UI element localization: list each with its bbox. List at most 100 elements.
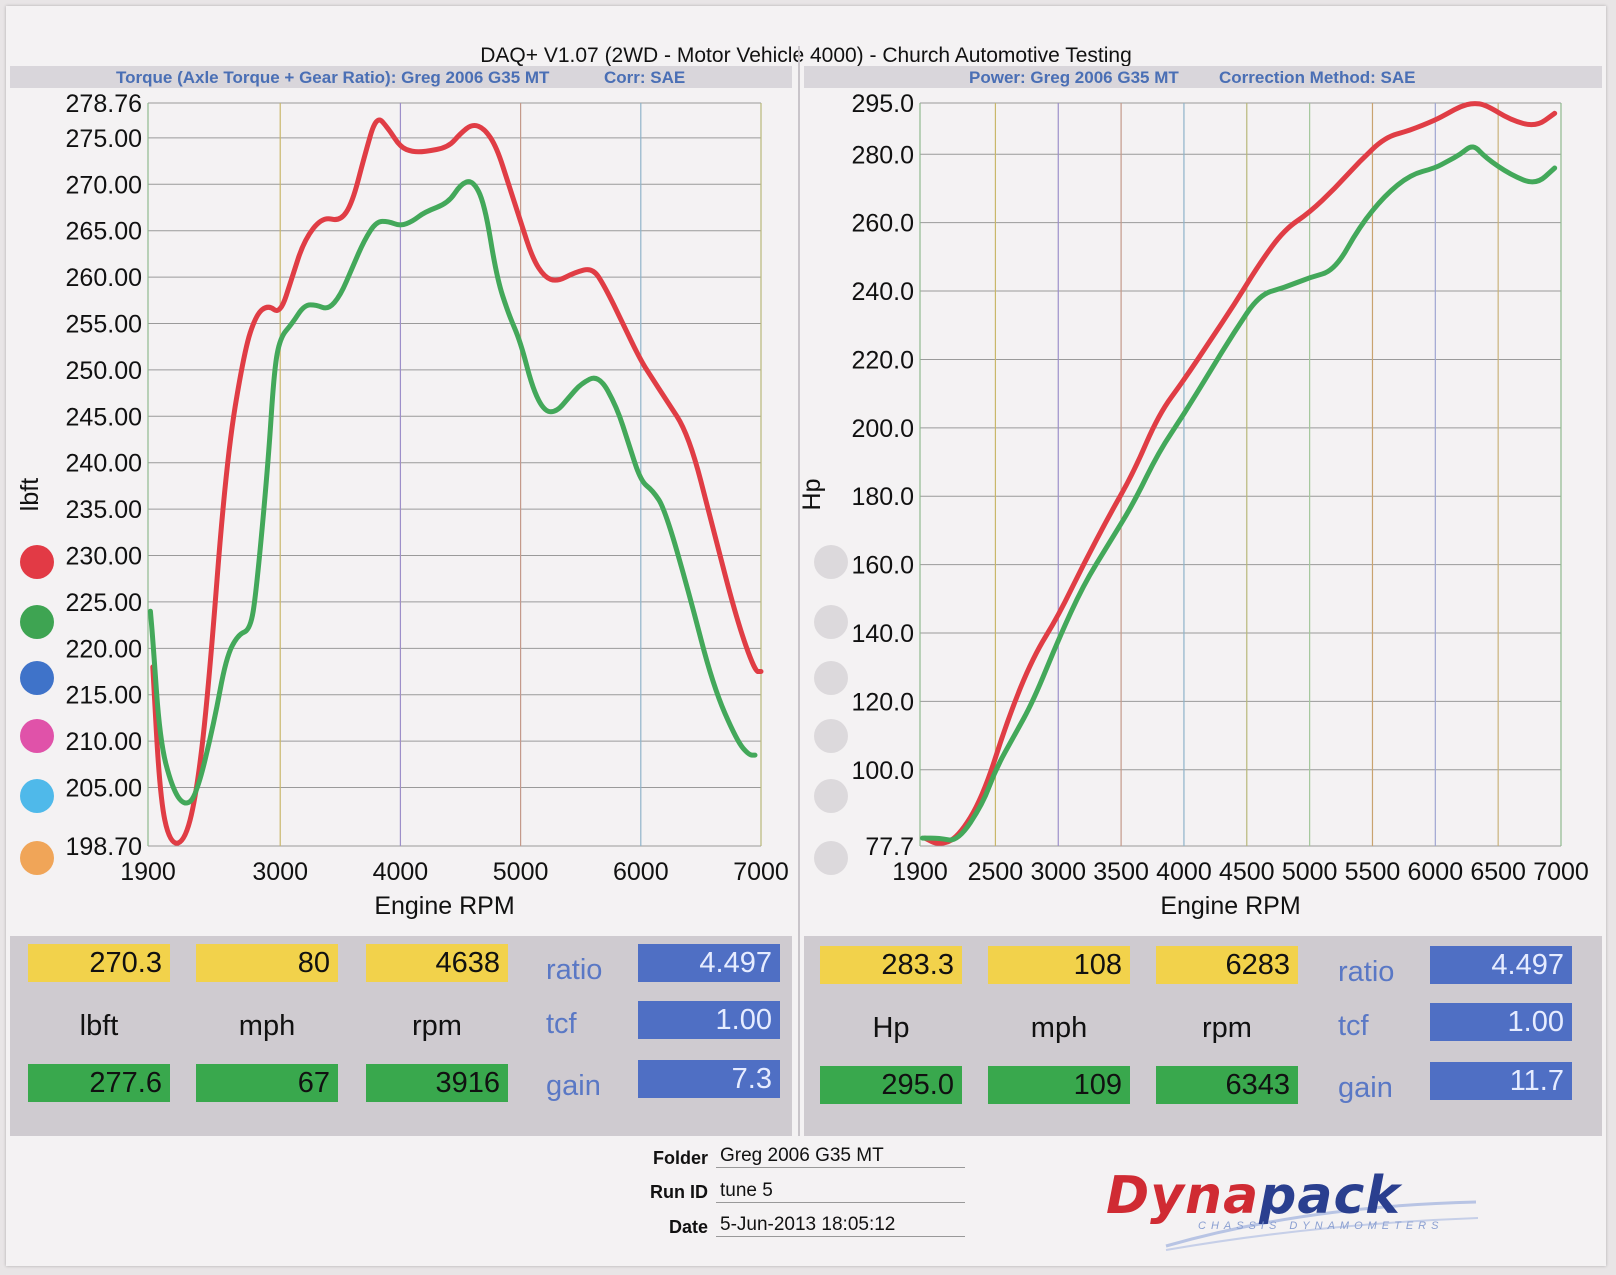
torque-peak-mph: 80 xyxy=(196,944,338,982)
legend-dot-2 xyxy=(20,605,54,639)
torque-gain-value: 7.3 xyxy=(638,1060,780,1098)
torque-x-tick-label: 3000 xyxy=(252,858,308,886)
torque-peak-value: 270.3 xyxy=(28,944,170,982)
torque-gain-label: gain xyxy=(546,1070,601,1102)
legend-dot-5 xyxy=(20,779,54,813)
power-x-tick-label: 4000 xyxy=(1156,858,1212,886)
date-label: Date xyxy=(668,1217,708,1237)
runid-label: Run ID xyxy=(650,1182,708,1202)
power-series-red-line xyxy=(922,101,1558,846)
power-x-tick-label: 6500 xyxy=(1470,858,1526,886)
torque-y-tick-label: 275.00 xyxy=(66,125,142,153)
legend-dot-blank-5 xyxy=(814,779,848,813)
power-correction: Correction Method: SAE xyxy=(1219,68,1416,87)
folder-label: Folder xyxy=(652,1148,708,1168)
logo-swoosh-icon xyxy=(1165,1200,1479,1251)
torque-compare-mph: 67 xyxy=(196,1064,338,1102)
power-y-tick-label: 120.0 xyxy=(851,688,914,716)
power-y-tick-label: 200.0 xyxy=(851,415,914,443)
legend-dot-blank-6 xyxy=(814,841,848,875)
torque-subtitle: Torque (Axle Torque + Gear Ratio): Greg … xyxy=(116,68,550,87)
power-ratio-value: 4.497 xyxy=(1430,946,1572,984)
power-unit-rpm: rpm xyxy=(1202,1012,1252,1044)
power-y-tick-label: 260.0 xyxy=(851,210,914,238)
torque-y-tick-label: 205.00 xyxy=(66,775,142,803)
power-y-tick-label: 77.7 xyxy=(865,833,914,861)
power-y-tick-label: 140.0 xyxy=(851,620,914,648)
runid-value: tune 5 xyxy=(716,1180,965,1203)
power-subhead-bar xyxy=(804,66,1602,88)
torque-x-tick-label: 1900 xyxy=(120,858,176,886)
torque-unit-lbft: lbft xyxy=(79,1010,119,1042)
power-x-tick-label: 5500 xyxy=(1345,858,1401,886)
torque-peak-rpm: 4638 xyxy=(366,944,508,982)
torque-x-axis-label: Engine RPM xyxy=(374,892,514,920)
torque-correction: Corr: SAE xyxy=(604,68,686,87)
power-x-tick-label: 3500 xyxy=(1093,858,1149,886)
dynapack-logo: Dynapack CHASSIS DYNAMOMETERS xyxy=(1106,1166,1486,1256)
power-gain-label: gain xyxy=(1338,1072,1393,1104)
dyno-charts: 198.70 205.00 210.00 215.00 220.00 225.00 230.… xyxy=(16,90,1589,920)
torque-y-tick-label: 240.00 xyxy=(66,450,142,478)
power-x-tick-label: 6000 xyxy=(1408,858,1464,886)
torque-unit-mph: mph xyxy=(238,1010,296,1042)
torque-tcf-label: tcf xyxy=(546,1008,577,1040)
logo-name-b: pack xyxy=(1259,1166,1401,1226)
logo-name-a: Dyna xyxy=(1106,1166,1260,1226)
power-series-green-line xyxy=(920,144,1558,843)
legend-dot-6 xyxy=(20,841,54,875)
torque-series-red-line xyxy=(150,117,764,846)
power-x-tick-label: 3000 xyxy=(1030,858,1086,886)
legend-dot-3 xyxy=(20,661,54,695)
power-y-tick-label: 180.0 xyxy=(851,483,914,511)
date-value: 5-Jun-2013 18:05:12 xyxy=(716,1214,965,1237)
power-peak-mph: 108 xyxy=(988,946,1130,984)
torque-y-tick-label: 278.76 xyxy=(66,90,142,118)
torque-subhead-bar xyxy=(10,66,792,88)
torque-y-axis-label: lbft xyxy=(16,478,44,511)
torque-y-tick-label: 250.00 xyxy=(66,357,142,385)
power-x-tick-label: 7000 xyxy=(1533,858,1589,886)
power-unit-hp: Hp xyxy=(872,1012,910,1044)
torque-compare-value: 277.6 xyxy=(28,1064,170,1102)
legend-dot-blank-2 xyxy=(814,605,848,639)
power-y-tick-label: 160.0 xyxy=(851,552,914,580)
torque-x-tick-label: 5000 xyxy=(493,858,549,886)
power-y-axis-label: Hp xyxy=(798,479,826,511)
torque-ratio-label: ratio xyxy=(546,954,603,986)
dyno-sheet: DAQ+ V1.07 (2WD - Motor Vehicle 4000) - … xyxy=(6,6,1606,1266)
torque-y-tick-label: 260.00 xyxy=(66,264,142,292)
legend-dot-blank-3 xyxy=(814,661,848,695)
power-peak-value: 283.3 xyxy=(820,946,962,984)
folder-value: Greg 2006 G35 MT xyxy=(716,1145,965,1168)
torque-y-tick-label: 235.00 xyxy=(66,496,142,524)
logo-wordmark: Dynapack xyxy=(1106,1166,1401,1226)
torque-y-tick-label: 270.00 xyxy=(66,171,142,199)
torque-x-tick-label: 4000 xyxy=(373,858,429,886)
power-compare-value: 295.0 xyxy=(820,1066,962,1104)
power-x-tick-label: 4500 xyxy=(1219,858,1275,886)
power-gain-value: 11.7 xyxy=(1430,1062,1572,1100)
power-y-tick-label: 240.0 xyxy=(851,278,914,306)
torque-unit-rpm: rpm xyxy=(412,1010,462,1042)
legend-dot-blank-1 xyxy=(814,545,848,579)
torque-y-tick-label: 220.00 xyxy=(66,635,142,663)
power-x-tick-label: 2500 xyxy=(968,858,1024,886)
torque-compare-rpm: 3916 xyxy=(366,1064,508,1102)
power-tcf-label: tcf xyxy=(1338,1010,1369,1042)
torque-x-tick-label: 6000 xyxy=(613,858,669,886)
power-x-tick-label: 5000 xyxy=(1282,858,1338,886)
torque-y-tick-label: 230.00 xyxy=(66,543,142,571)
torque-y-tick-label: 198.70 xyxy=(66,833,142,861)
power-y-tick-label: 220.0 xyxy=(851,346,914,374)
power-compare-mph: 109 xyxy=(988,1066,1130,1104)
power-subtitle: Power: Greg 2006 G35 MT xyxy=(969,68,1179,87)
power-compare-rpm: 6343 xyxy=(1156,1066,1298,1104)
power-unit-mph: mph xyxy=(1030,1012,1088,1044)
torque-tcf-value: 1.00 xyxy=(638,1001,780,1039)
torque-x-tick-label: 7000 xyxy=(733,858,789,886)
torque-ratio-value: 4.497 xyxy=(638,944,780,982)
power-x-tick-label: 1900 xyxy=(892,858,948,886)
power-ratio-label: ratio xyxy=(1338,956,1395,988)
torque-series-green-line xyxy=(147,179,758,806)
